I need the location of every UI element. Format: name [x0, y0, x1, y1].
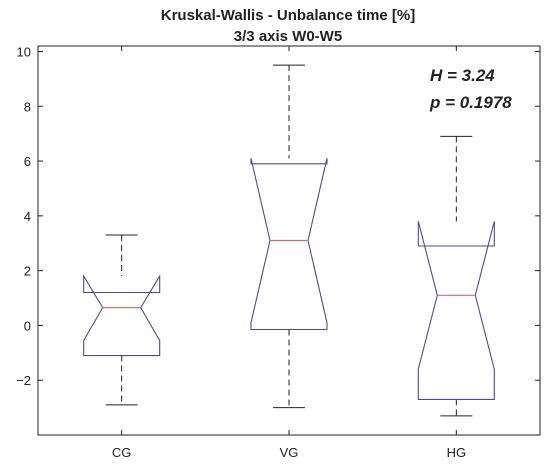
x-tick-label: VG [280, 445, 299, 460]
chart-subtitle: 3/3 axis W0-W5 [234, 28, 342, 45]
x-axis: CG VG HG [112, 46, 466, 460]
notched-box [83, 274, 161, 357]
y-tick-label: 2 [24, 264, 31, 279]
y-tick-label: 0 [24, 318, 31, 333]
y-tick-label: 8 [24, 99, 31, 114]
annotation-h: H = 3.24 [430, 66, 495, 85]
box-vg [250, 64, 328, 409]
y-tick-label: 6 [24, 154, 31, 169]
chart-title: Kruskal-Wallis - Unbalance time [%] [161, 7, 416, 24]
y-tick-label: 10 [17, 44, 31, 59]
boxes [83, 64, 495, 417]
x-tick-label: HG [447, 445, 467, 460]
y-tick-label: 4 [24, 209, 31, 224]
box-hg [417, 135, 495, 417]
box-cg [83, 234, 161, 406]
x-tick-label: CG [112, 445, 132, 460]
notched-box [417, 221, 495, 400]
y-tick-label: −2 [16, 373, 31, 388]
y-axis: −2 0 2 4 6 8 10 [16, 44, 540, 388]
notched-box [250, 158, 328, 331]
annotation-p: p = 0.1978 [429, 93, 512, 112]
